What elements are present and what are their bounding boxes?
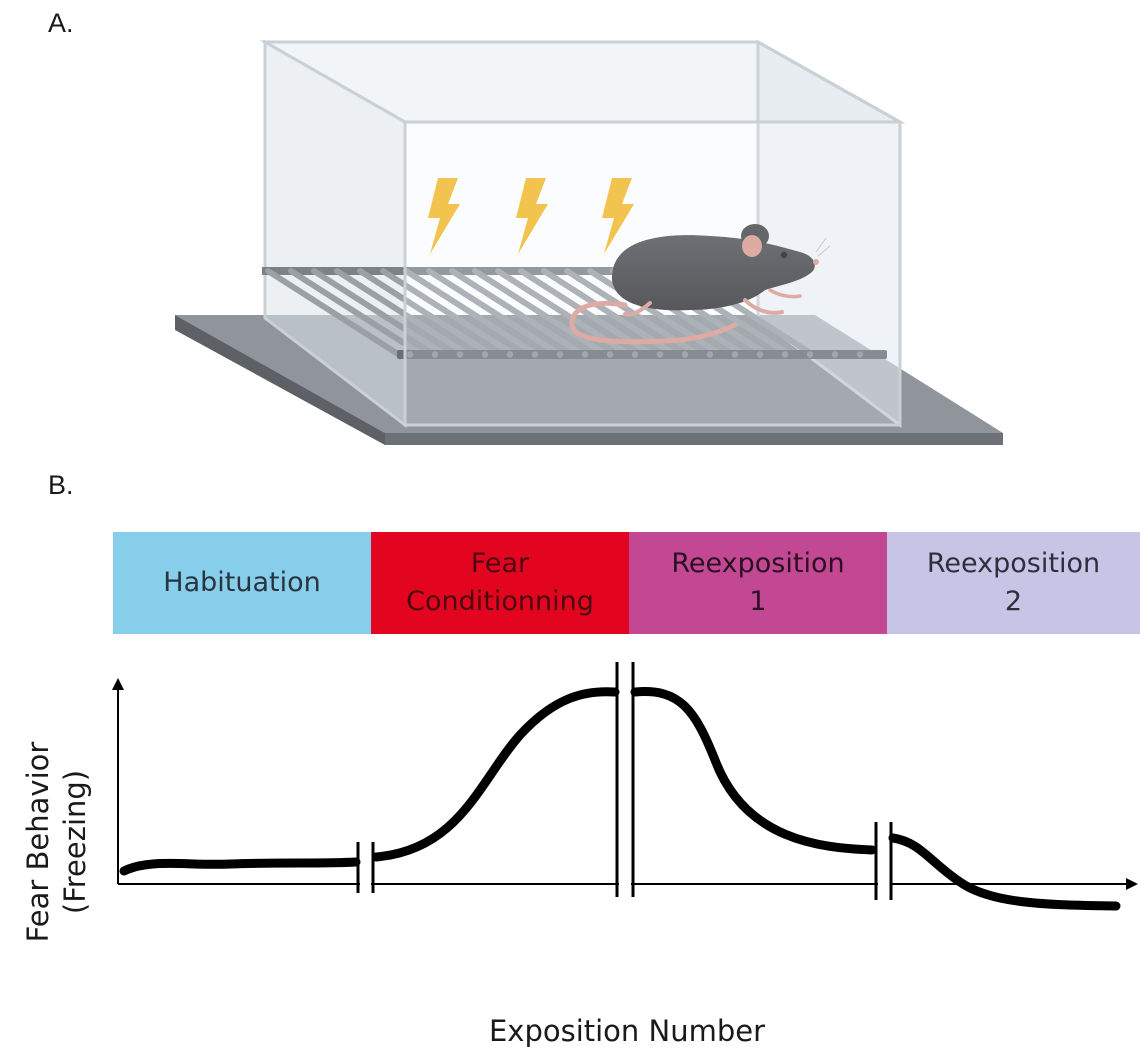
grid-rod <box>426 268 562 357</box>
phase-label-line: 1 <box>749 586 767 617</box>
grid-rod-end <box>406 351 414 358</box>
grid-rod <box>587 268 723 357</box>
curve-reexposition-1 <box>630 687 877 855</box>
grid-rod-end <box>606 351 614 358</box>
grid-rod-end <box>856 351 864 358</box>
shock-grid-floor <box>262 267 887 359</box>
phase-reexposition-1: Reexposition 1 <box>629 532 887 634</box>
fear-conditioning-chamber-illustration <box>175 39 1003 445</box>
grid-rod-end <box>581 351 589 358</box>
grid-rod <box>311 268 447 357</box>
panel-a-label: A. <box>48 8 74 38</box>
y-axis-label-line-2: (Freezing) <box>58 770 92 914</box>
curve-fear-conditionning <box>371 687 620 862</box>
y-axis-label-line-1: Fear Behavior <box>21 742 55 943</box>
lightning-bolt-icon <box>516 178 548 254</box>
grid-rod-end <box>631 351 639 358</box>
grid-rod-end <box>481 351 489 358</box>
curve-habituation <box>119 857 361 876</box>
phase-reexposition-2: Reexposition 2 <box>887 532 1140 634</box>
phase-label-line: Reexposition <box>926 548 1101 579</box>
glass-chamber-front <box>265 40 902 427</box>
phase-label-line: Reexposition <box>671 548 845 579</box>
grid-rod-end <box>531 351 539 358</box>
phase-fear-conditionning: Fear Conditionning <box>371 532 629 634</box>
axis-breaks <box>356 662 893 900</box>
phase-label-line: 2 <box>1004 586 1023 617</box>
grid-rod-end <box>706 351 714 358</box>
panel-b-label: B. <box>48 470 74 500</box>
glass-chamber-back <box>259 39 906 429</box>
curve-reexposition-2 <box>888 833 1121 911</box>
grid-rod <box>334 268 470 357</box>
grid-rod <box>288 268 424 357</box>
grid-rod-end <box>556 351 564 358</box>
grid-rod <box>403 268 539 357</box>
grid-rod-end <box>831 351 839 358</box>
grid-rod <box>472 268 608 357</box>
grid-rod-end <box>681 351 689 358</box>
grid-rod-end <box>731 351 739 358</box>
lightning-bolt-icon <box>428 178 460 254</box>
phase-label-line: Fear <box>470 548 530 579</box>
grid-rod-end <box>781 351 789 358</box>
phase-habituation: Habituation <box>113 532 371 634</box>
x-axis-label: Exposition Number <box>489 1014 765 1048</box>
grid-rod-end <box>806 351 814 358</box>
grid-rod-end <box>506 351 514 358</box>
lightning-bolt-icon <box>602 178 634 254</box>
grid-rod-end <box>456 351 464 358</box>
grid-rod <box>449 268 585 357</box>
phase-label-line: Conditionning <box>406 586 594 617</box>
grid-rod-end <box>431 351 439 358</box>
grid-rod-end <box>756 351 764 358</box>
phase-label-line: Habituation <box>163 567 321 598</box>
mouse-illustration <box>569 224 831 345</box>
grid-rod <box>357 268 493 357</box>
grid-rod-end <box>656 351 664 358</box>
lightning-bolts <box>428 178 634 254</box>
grid-rod <box>265 268 401 357</box>
